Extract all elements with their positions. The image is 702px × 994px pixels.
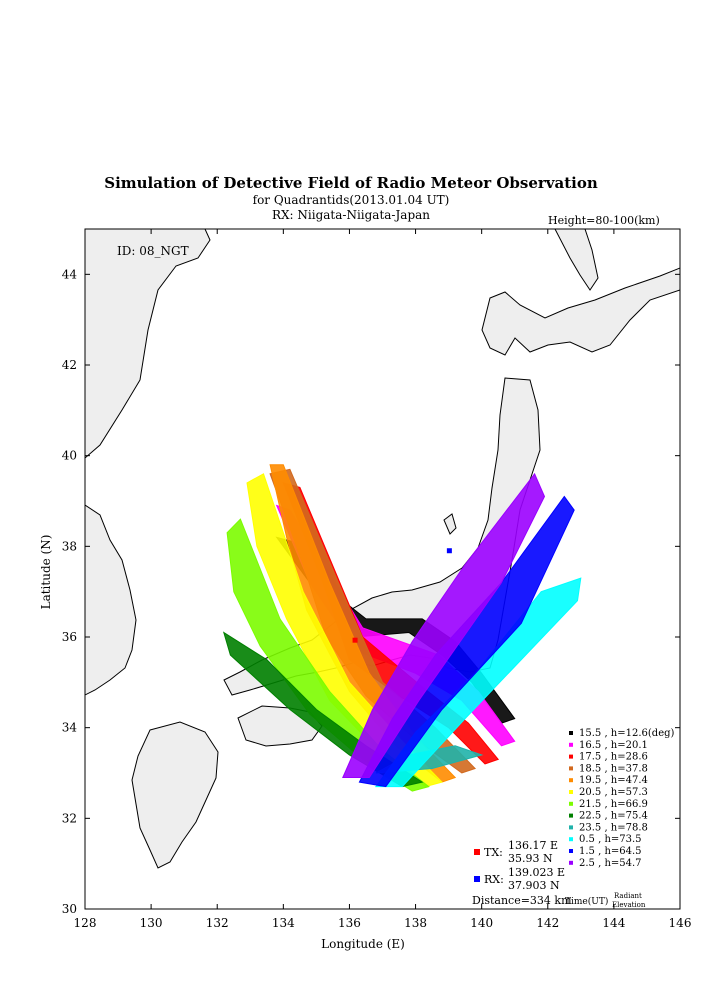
tx-lat: 35.93 N [508, 852, 553, 865]
rx-location-line: RX: Niigata-Niigata-Japan [271, 208, 431, 222]
x-tick-label: 130 [140, 916, 163, 930]
distance-label: Distance=334 km [472, 894, 572, 907]
tx-lon: 136.17 E [508, 839, 558, 852]
legend-swatch [569, 754, 573, 759]
legend-swatch [569, 837, 573, 842]
legend-swatch [569, 766, 573, 771]
legend-entry: 22.5 , h=75.4 [579, 811, 648, 822]
legend-entry: 16.5 , h=20.1 [579, 740, 648, 751]
band-22-5ut [222, 631, 424, 788]
band-21-5ut [226, 518, 430, 792]
legend: 15.5 , h=12.6(deg)16.5 , h=20.117.5 , h=… [569, 728, 675, 869]
legend-entry: 19.5 , h=47.4 [579, 775, 648, 786]
rx-label: RX: [484, 873, 504, 886]
x-tick-label: 132 [206, 916, 229, 930]
chart-title: Simulation of Detective Field of Radio M… [104, 174, 598, 192]
x-tick-label: 136 [338, 916, 361, 930]
y-tick-label: 40 [62, 449, 77, 463]
land-kyushu [131, 721, 219, 869]
legend-entry: 23.5 , h=78.8 [579, 822, 648, 833]
station-id-label: ID: 08_NGT [117, 244, 189, 258]
rx-lat: 37.903 N [508, 879, 560, 892]
y-tick-label: 38 [62, 539, 77, 553]
detective-field-bands [222, 464, 582, 792]
y-axis-ticks: 30 32 34 36 38 40 42 44 [62, 267, 680, 916]
legend-entry: 21.5 , h=66.9 [579, 799, 648, 810]
y-tick-label: 42 [62, 358, 77, 372]
legend-entry: 20.5 , h=57.3 [579, 787, 648, 798]
tx-label: TX: [484, 846, 503, 859]
y-tick-label: 30 [62, 902, 77, 916]
x-tick-label: 142 [536, 916, 559, 930]
x-axis-label: Longitude (E) [321, 937, 405, 951]
legend-swatch [569, 801, 573, 806]
land-hokkaido [481, 267, 680, 356]
legend-radiant-label: Radiant [614, 892, 642, 900]
rx-lon: 139.023 E [508, 866, 565, 879]
legend-swatch [569, 790, 573, 794]
legend-entry: 15.5 , h=12.6(deg) [579, 728, 675, 739]
land-korea [85, 504, 137, 696]
legend-swatch [569, 860, 573, 865]
legend-elevation-label: Elevation [612, 901, 646, 909]
x-tick-label: 146 [669, 916, 692, 930]
legend-swatch [569, 742, 573, 747]
y-tick-label: 44 [62, 267, 78, 281]
x-tick-label: 144 [602, 916, 625, 930]
legend-swatch [569, 813, 573, 818]
land-sado [443, 513, 457, 535]
x-tick-label: 134 [272, 916, 295, 930]
legend-swatch [569, 849, 573, 853]
legend-entry: 1.5 , h=64.5 [579, 846, 642, 857]
band-20-5ut [246, 473, 443, 788]
legend-time-label: Time(UT) [565, 896, 608, 907]
y-tick-label: 34 [62, 721, 78, 735]
legend-entry: 0.5 , h=73.5 [579, 834, 642, 845]
rx-legend-swatch [474, 876, 480, 882]
legend-entry: 17.5 , h=28.6 [579, 752, 648, 763]
x-tick-label: 128 [74, 916, 97, 930]
y-axis-label: Latitude (N) [39, 535, 53, 610]
x-tick-label: 138 [404, 916, 427, 930]
x-axis-ticks: 128 130 132 134 136 138 140 142 144 146 [74, 229, 692, 930]
legend-swatch [569, 778, 573, 783]
tx-marker [352, 637, 358, 643]
y-tick-label: 32 [62, 811, 77, 825]
band-2-5ut [342, 472, 546, 778]
x-tick-label: 140 [470, 916, 493, 930]
legend-entry: 2.5 , h=54.7 [579, 858, 642, 869]
legend-swatch [569, 731, 573, 735]
y-tick-label: 36 [62, 630, 77, 644]
legend-swatch [569, 825, 573, 830]
legend-entry: 18.5 , h=37.8 [579, 763, 648, 774]
height-note: Height=80-100(km) [548, 214, 660, 227]
land-sakhalin [554, 229, 599, 291]
chart-subtitle: for Quadrantids(2013.01.04 UT) [252, 193, 450, 207]
land-asia [85, 229, 211, 459]
plot-frame [84, 228, 681, 910]
rx-marker [446, 548, 452, 554]
tx-legend-swatch [474, 849, 480, 855]
